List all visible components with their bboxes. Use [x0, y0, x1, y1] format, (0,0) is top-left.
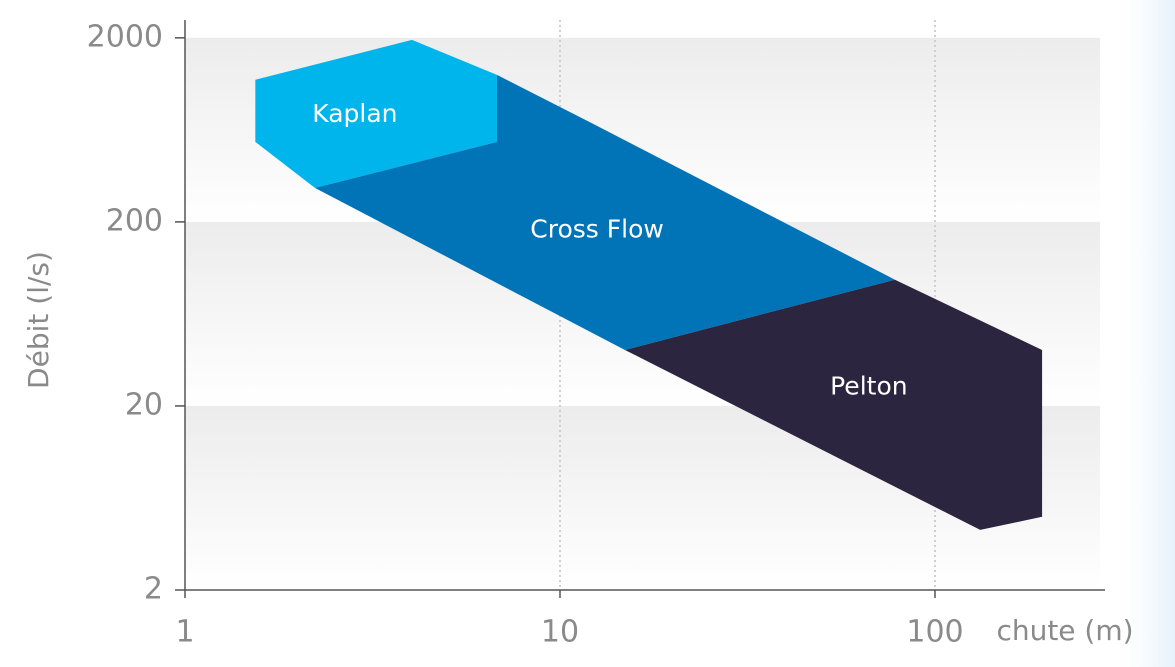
y-tick-label: 2000 — [87, 19, 163, 54]
y-axis-label: Débit (l/s) — [22, 251, 55, 389]
x-tick-label: 1 — [175, 615, 194, 650]
region-label: Cross Flow — [530, 214, 664, 243]
region — [624, 279, 1043, 530]
x-axis-label: chute (m) — [996, 614, 1133, 647]
y-tick-label: 20 — [125, 387, 163, 422]
y-tick-label: 200 — [106, 203, 163, 238]
edge-shade — [1110, 0, 1175, 667]
x-tick-label: 100 — [906, 615, 963, 650]
y-tick-label: 2 — [144, 572, 163, 607]
region — [255, 39, 497, 188]
region — [314, 74, 895, 350]
region-label: Pelton — [830, 371, 907, 400]
x-tick-label: 10 — [541, 615, 579, 650]
region-label: Kaplan — [312, 99, 397, 128]
